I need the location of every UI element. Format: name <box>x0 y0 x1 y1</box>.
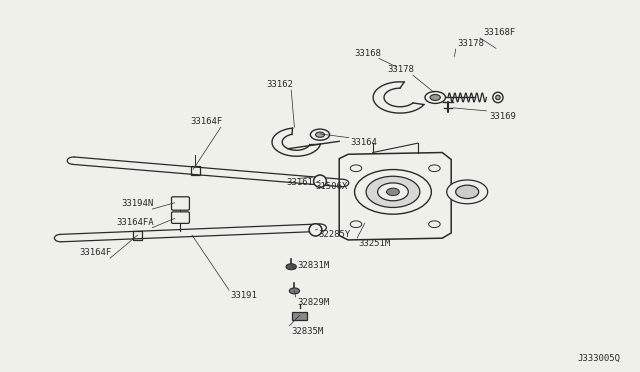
FancyBboxPatch shape <box>172 212 189 223</box>
Text: 33164: 33164 <box>351 138 378 147</box>
Text: 32835M: 32835M <box>291 327 323 336</box>
Circle shape <box>310 129 330 140</box>
Text: 33164FA: 33164FA <box>116 218 154 227</box>
Circle shape <box>429 221 440 228</box>
Ellipse shape <box>493 92 503 103</box>
Circle shape <box>350 165 362 171</box>
FancyBboxPatch shape <box>292 312 307 320</box>
Text: 32285Y: 32285Y <box>319 230 351 239</box>
Text: 33168: 33168 <box>354 49 381 58</box>
Circle shape <box>425 92 445 103</box>
Text: 33164F: 33164F <box>80 248 112 257</box>
Circle shape <box>456 185 479 199</box>
Circle shape <box>430 94 440 100</box>
Circle shape <box>289 288 300 294</box>
Text: 33164F: 33164F <box>191 118 223 126</box>
Text: 33169: 33169 <box>490 112 516 121</box>
Text: 33178: 33178 <box>388 65 415 74</box>
Circle shape <box>366 176 420 208</box>
Circle shape <box>350 221 362 228</box>
Ellipse shape <box>496 95 500 100</box>
Text: 33178: 33178 <box>458 39 484 48</box>
Text: 33191: 33191 <box>230 291 257 300</box>
Text: 31506X: 31506X <box>315 182 347 191</box>
Text: 33251M: 33251M <box>358 239 390 248</box>
Circle shape <box>378 183 408 201</box>
Text: 33162: 33162 <box>266 80 293 89</box>
Text: 32829M: 32829M <box>298 298 330 307</box>
Ellipse shape <box>314 175 326 187</box>
Text: 33194N: 33194N <box>122 199 154 208</box>
Circle shape <box>429 165 440 171</box>
Text: J333005Q: J333005Q <box>578 354 621 363</box>
FancyBboxPatch shape <box>172 197 189 210</box>
Circle shape <box>316 132 324 137</box>
Circle shape <box>286 264 296 270</box>
Text: 33168F: 33168F <box>483 28 515 37</box>
Text: 33161: 33161 <box>287 178 314 187</box>
Circle shape <box>447 180 488 204</box>
Circle shape <box>355 170 431 214</box>
Text: 32831M: 32831M <box>298 261 330 270</box>
Circle shape <box>387 188 399 196</box>
Polygon shape <box>339 153 451 240</box>
Ellipse shape <box>309 224 322 236</box>
